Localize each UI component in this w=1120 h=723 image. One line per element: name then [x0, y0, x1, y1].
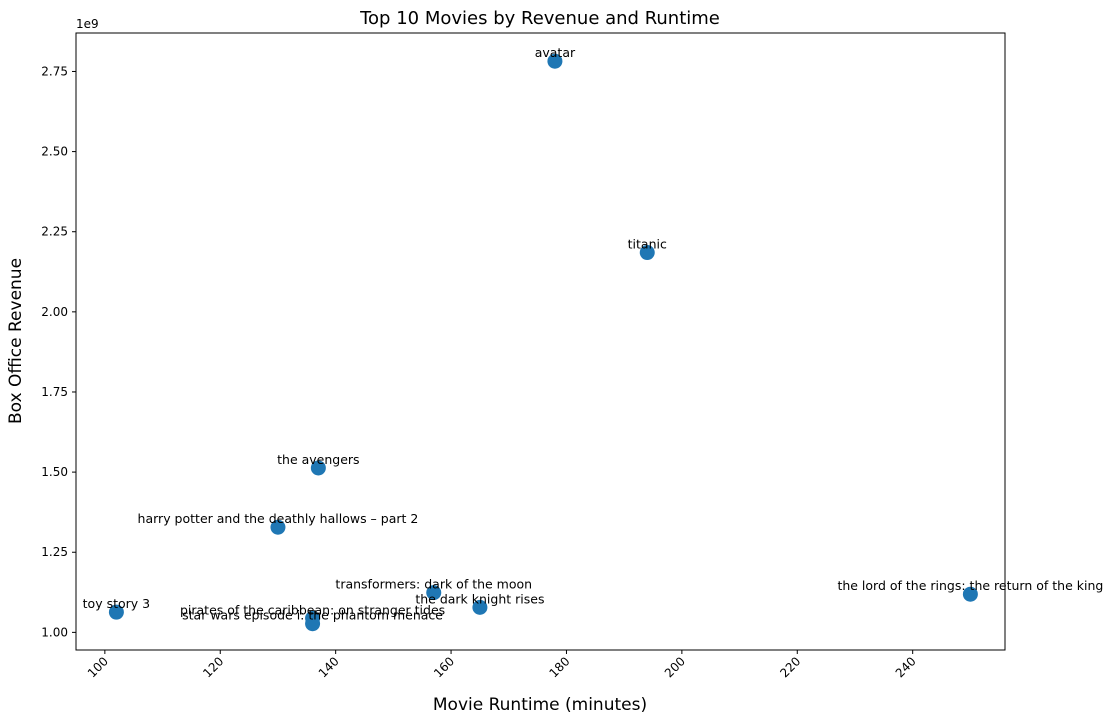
data-point — [310, 460, 326, 476]
data-point — [472, 599, 488, 615]
data-point-label: avatar — [535, 45, 576, 60]
x-tick-label: 140 — [316, 654, 342, 680]
plot-area-frame — [75, 32, 1006, 651]
x-tick-label: 160 — [431, 654, 457, 680]
x-tick-label: 200 — [662, 654, 688, 680]
x-tick-label: 120 — [200, 654, 226, 680]
y-tick-label: 1.00 — [41, 625, 68, 639]
data-point — [426, 585, 442, 601]
y-offset-label: 1e9 — [76, 17, 99, 31]
x-tick-label: 100 — [85, 654, 111, 680]
y-tick-label: 2.50 — [41, 145, 68, 159]
y-axis-label: Box Office Revenue — [6, 258, 26, 424]
y-tick-label: 2.25 — [41, 225, 68, 239]
data-point-label: the lord of the rings: the return of the… — [837, 578, 1103, 593]
data-point — [962, 586, 978, 602]
data-point-label: titanic — [628, 237, 667, 252]
data-point-label: pirates of the caribbean: on stranger ti… — [180, 602, 445, 617]
x-tick-label: 220 — [777, 654, 803, 680]
data-point — [547, 53, 563, 69]
data-point-label: transformers: dark of the moon — [335, 577, 532, 592]
data-point-labels: avatar titanic the avengers harry potter an… — [83, 45, 1104, 623]
data-point — [305, 616, 321, 632]
x-axis-label: Movie Runtime (minutes) — [433, 695, 647, 715]
x-tick-label: 180 — [546, 654, 572, 680]
data-points — [108, 53, 978, 632]
y-tick-label: 1.75 — [41, 385, 68, 399]
data-point-label: the avengers — [277, 452, 359, 467]
x-tick-label: 240 — [893, 654, 919, 680]
data-point — [108, 604, 124, 620]
y-tick-label: 1.25 — [41, 545, 68, 559]
y-tick-label: 2.75 — [41, 64, 68, 78]
data-point-label: toy story 3 — [83, 596, 150, 611]
data-point — [639, 245, 655, 261]
y-axis-ticks: 1.00 1.25 1.50 1.75 2.00 2.25 2.50 2.75 — [41, 64, 76, 639]
x-axis-ticks: 100 120 140 160 180 200 220 240 — [85, 650, 919, 680]
y-tick-label: 1.50 — [41, 465, 68, 479]
data-point-label: the dark knight rises — [415, 591, 544, 606]
data-point-label: harry potter and the deathly hallows – p… — [138, 511, 419, 526]
chart-title: Top 10 Movies by Revenue and Runtime — [359, 8, 720, 29]
data-point — [270, 519, 286, 535]
y-tick-label: 2.00 — [41, 305, 68, 319]
data-point-label: star wars episode i: the phantom menace — [182, 608, 443, 623]
